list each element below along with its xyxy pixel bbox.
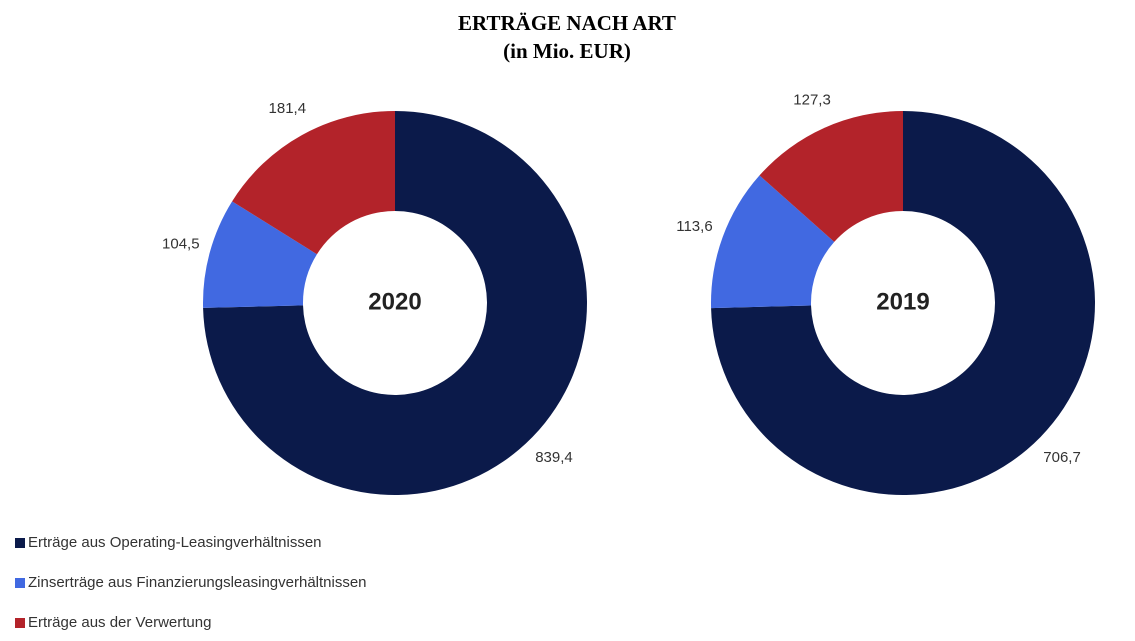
- data-label: 127,3: [793, 91, 831, 108]
- chart-title: ERTRÄGE NACH ART: [458, 11, 676, 35]
- legend-label: Zinserträge aus Finanzierungsleasingverh…: [28, 574, 367, 591]
- legend-swatch: [15, 578, 25, 588]
- donut-slice: [203, 201, 317, 308]
- legend-swatch: [15, 538, 25, 548]
- chart-subtitle: (in Mio. EUR): [503, 39, 631, 63]
- donut-slice: [232, 111, 395, 255]
- data-label: 181,4: [269, 100, 307, 117]
- legend-swatch: [15, 618, 25, 628]
- donut-slice: [711, 175, 835, 309]
- data-label: 104,5: [162, 236, 200, 253]
- center-label: 2019: [876, 288, 929, 315]
- center-label: 2020: [368, 288, 421, 315]
- donut-slice: [759, 111, 903, 242]
- donut-slice: [711, 111, 1095, 495]
- data-label: 113,6: [676, 218, 712, 235]
- legend-label: Erträge aus Operating-Leasingverhältniss…: [28, 534, 322, 551]
- legend-label: Erträge aus der Verwertung: [28, 614, 211, 631]
- data-label: 706,7: [1043, 449, 1081, 466]
- data-label: 839,4: [535, 449, 573, 466]
- donut-slice: [203, 111, 588, 496]
